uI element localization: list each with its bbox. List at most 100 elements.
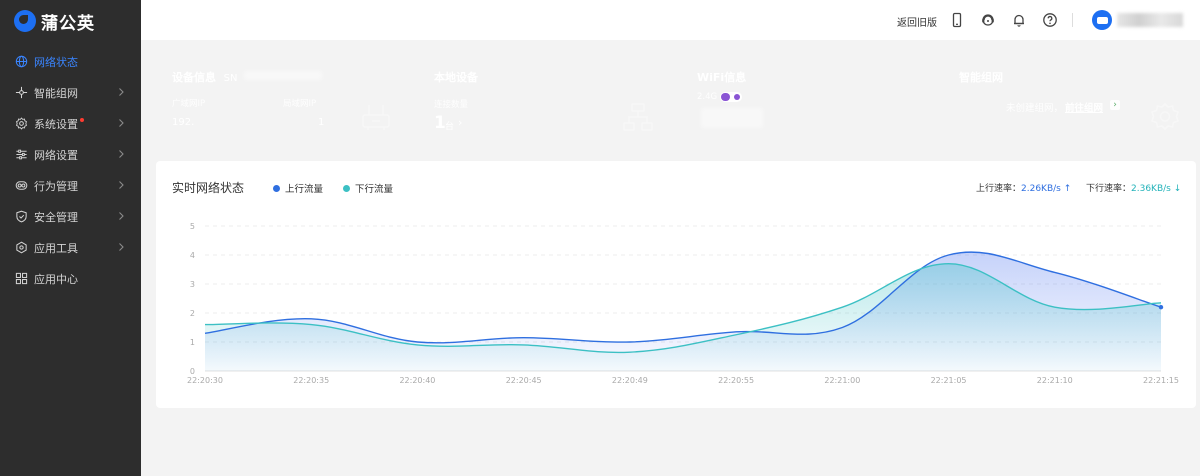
sidebar-item-label: 系统设置 (34, 117, 78, 131)
tools-icon (14, 241, 28, 255)
y-tick-label: 0 (190, 367, 195, 376)
panel-title: 实时网络状态 (172, 181, 245, 195)
notification-dot (80, 117, 84, 122)
sidebar-item-label: 应用工具 (34, 241, 78, 255)
wifi-ssid-redacted (701, 108, 763, 128)
sidebar-item-4[interactable]: 行为管理 (0, 170, 141, 201)
top-header: 返回旧版 (141, 0, 1200, 40)
sidebar-item-3[interactable]: 网络设置 (0, 139, 141, 170)
device-info-title: 设备信息 SN (172, 71, 238, 84)
header-divider (1072, 13, 1073, 27)
sidebar-item-label: 网络状态 (34, 55, 78, 69)
downstream-rate-value: 2.36KB/s (1131, 184, 1171, 194)
behavior-icon (14, 179, 28, 193)
logo-mark-icon (14, 10, 36, 32)
shield-icon (14, 210, 28, 224)
x-tick-label: 22:20:40 (399, 376, 435, 385)
downstream-rate-label: 下行速率： (1086, 184, 1132, 194)
help-icon[interactable] (1041, 11, 1059, 29)
back-to-old-version-link[interactable]: 返回旧版 (897, 18, 937, 29)
smart-mesh-title: 智能组网 (959, 71, 1003, 84)
sidebar-item-5[interactable]: 安全管理 (0, 201, 141, 232)
wan-ip-label: 广域网IP (172, 99, 206, 109)
x-tick-label: 22:20:45 (506, 376, 542, 385)
y-tick-label: 2 (190, 309, 195, 318)
apps-grid-icon (14, 272, 28, 286)
wifi-band-label: 2.4G (697, 92, 718, 102)
sidebar-item-6[interactable]: 应用工具 (0, 232, 141, 263)
username-redacted[interactable] (1117, 13, 1183, 27)
mesh-status-text: 未创建组网， (1006, 103, 1064, 114)
traffic-chart: 0 1 2 3 4 5 22:20:30 22:20:35 22:20:40 22:20:45 22… (187, 222, 1179, 385)
logo[interactable]: 蒲公英 (14, 9, 95, 34)
globe-icon (14, 55, 28, 69)
chevron-right-icon (115, 148, 127, 160)
chevron-right-icon (115, 241, 127, 253)
lan-ip-value: 1 (318, 117, 325, 128)
logo-text: 蒲公英 (41, 13, 95, 34)
connection-count-value: 1 (434, 113, 446, 133)
gear-outline-icon (1149, 101, 1181, 133)
avatar[interactable] (1092, 10, 1112, 30)
upstream-rate-value: 2.26KB/s (1021, 184, 1061, 194)
x-tick-label: 22:21:15 (1143, 376, 1179, 385)
goto-mesh-arrow-icon[interactable]: › (1110, 100, 1120, 110)
goto-mesh-link[interactable]: 前往组网 (1065, 103, 1104, 114)
topology-icon (622, 101, 654, 133)
smart-mesh-card[interactable]: 智能组网 未创建组网， 前往组网 › (943, 55, 1197, 146)
realtime-network-panel: 实时网络状态 上行流量 下行流量 上行速率：2.26KB/s ↑ 下行速率：2.… (156, 161, 1196, 408)
bell-icon[interactable] (1010, 11, 1028, 29)
y-tick-label: 4 (190, 251, 195, 260)
sidebar-item-label: 智能组网 (34, 86, 78, 100)
x-tick-label: 22:21:00 (824, 376, 860, 385)
mobile-icon[interactable] (948, 11, 966, 29)
sn-label: SN (223, 73, 238, 84)
sliders-icon (14, 148, 28, 162)
y-tick-label: 5 (190, 222, 195, 231)
wifi-band-toggle[interactable] (720, 92, 742, 102)
sidebar-item-0[interactable]: 网络状态 (0, 46, 141, 77)
x-tick-label: 22:21:10 (1037, 376, 1073, 385)
gear-icon (14, 117, 28, 131)
x-tick-label: 22:20:49 (612, 376, 648, 385)
downstream-area (205, 263, 1161, 371)
chevron-right-icon (115, 117, 127, 129)
downstream-rate: 下行速率：2.36KB/s ↓ (1086, 181, 1181, 194)
local-devices-card[interactable]: 本地设备 连接数量 1 台 › (418, 55, 672, 146)
upstream-line (204, 251, 1162, 344)
upstream-end-point (1158, 305, 1164, 310)
y-tick-label: 3 (190, 280, 195, 289)
sidebar-item-label: 行为管理 (34, 179, 78, 193)
x-tick-label: 22:20:35 (293, 376, 329, 385)
legend-label-upstream: 上行流量 (285, 184, 324, 195)
arrow-up-icon: ↑ (1063, 184, 1072, 194)
chevron-right-icon[interactable]: › (458, 116, 463, 129)
legend-dot-upstream (273, 184, 280, 192)
device-info-card[interactable]: 设备信息 SN 广域网IP 局域网IP 192. 1 (156, 55, 410, 146)
legend-downstream[interactable]: 下行流量 (343, 181, 393, 195)
x-tick-label: 22:20:30 (187, 376, 223, 385)
support-icon[interactable] (979, 11, 997, 29)
chevron-right-icon (115, 86, 127, 98)
router-icon (360, 101, 392, 133)
sidebar-item-1[interactable]: 智能组网 (0, 77, 141, 108)
sidebar-item-2[interactable]: 系统设置 (0, 108, 141, 139)
network-icon (14, 86, 28, 100)
upstream-rate: 上行速率：2.26KB/s ↑ (976, 181, 1071, 194)
sn-value-redacted (244, 71, 322, 80)
arrow-down-icon: ↓ (1173, 184, 1182, 194)
sidebar-item-7[interactable]: 应用中心 (0, 263, 141, 294)
local-devices-title: 本地设备 (434, 71, 478, 84)
downstream-line (204, 262, 1162, 354)
sidebar-item-label: 应用中心 (34, 272, 78, 286)
lan-ip-label: 局域网IP (283, 99, 317, 109)
x-tick-label: 22:21:05 (931, 376, 967, 385)
connection-count-label: 连接数量 (434, 100, 469, 110)
legend-upstream[interactable]: 上行流量 (273, 181, 323, 195)
connection-count-unit: 台 (445, 122, 455, 132)
wifi-info-card[interactable]: WiFi信息 2.4G (681, 55, 935, 146)
legend-label-downstream: 下行流量 (355, 184, 394, 195)
y-tick-label: 1 (190, 338, 195, 347)
sidebar-item-label: 安全管理 (34, 210, 78, 224)
x-tick-label: 22:20:55 (718, 376, 754, 385)
